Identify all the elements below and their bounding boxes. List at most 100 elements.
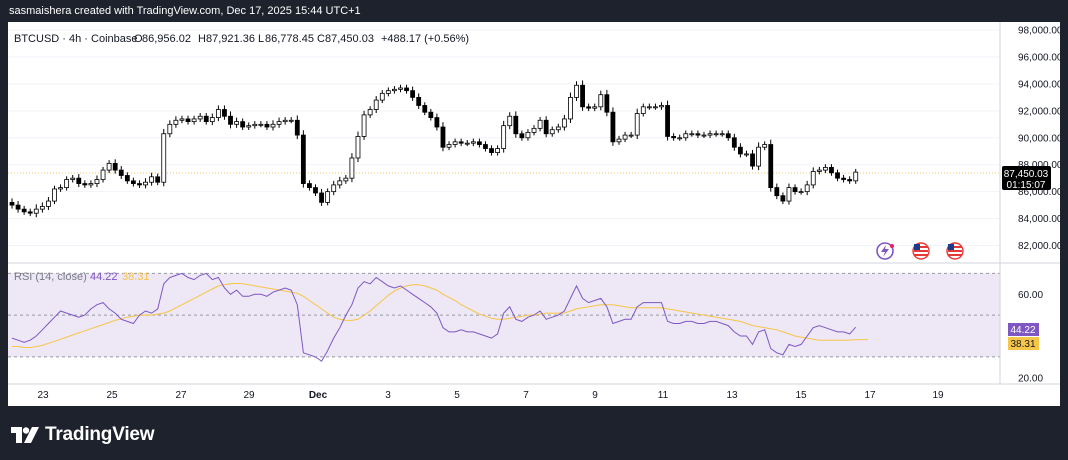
rsi-ma-line	[12, 282, 868, 348]
candle-body	[574, 84, 579, 98]
time-tick-label: 9	[592, 390, 598, 401]
symbol-label[interactable]: BTCUSD · 4h · Coinbase	[14, 33, 138, 45]
candle-body	[300, 134, 306, 184]
candle-body	[179, 118, 185, 121]
rsi-legend: RSI (14, close) 44.22 38.31	[14, 271, 150, 283]
candle-body	[774, 187, 780, 197]
last-price-value: 87,450.03	[1004, 169, 1049, 180]
candle-body	[428, 111, 434, 118]
candle-body	[452, 141, 458, 145]
candle-body	[495, 148, 501, 153]
rsi-ma-legend-value: 38.31	[122, 271, 150, 283]
candle-body	[9, 202, 15, 206]
candle-body	[853, 171, 859, 182]
candle-body	[513, 115, 519, 135]
us-flag-icon[interactable]	[946, 242, 964, 260]
time-axis[interactable]: 23 25 27 29 Dec 3 5 7 9 11 13 15 17 19	[37, 390, 944, 401]
candle-body	[88, 183, 94, 186]
candle-body	[483, 144, 488, 149]
candle-body	[568, 96, 573, 120]
candle-body	[185, 118, 191, 123]
candle-body	[561, 118, 567, 128]
time-tick-label: 5	[454, 390, 460, 401]
candle-body	[671, 136, 677, 139]
candle-body	[725, 133, 731, 139]
candle-body	[646, 106, 652, 109]
last-price-badge: 87,450.03 01:15:07	[1002, 166, 1051, 191]
candle-body	[203, 115, 209, 123]
rsi-badge-text: 44.22	[1010, 325, 1035, 336]
tradingview-brand: TradingView	[45, 424, 155, 445]
price-tick-label: 86,000.00	[1018, 187, 1060, 198]
candle-body	[46, 200, 51, 207]
candle-body	[470, 141, 476, 144]
high-value: 87,921.36	[206, 33, 255, 45]
rsi-ma-badge: 38.31	[1008, 337, 1039, 350]
bar-countdown: 01:15:07	[1007, 180, 1046, 191]
candle-body	[792, 187, 798, 193]
candle-body	[288, 119, 294, 122]
flash-event-icon[interactable]	[876, 242, 894, 260]
candle-body	[246, 125, 252, 128]
rsi-pane: 20.00 60.00	[8, 272, 1043, 384]
us-flag-icon[interactable]	[912, 242, 930, 260]
candle-body	[331, 184, 337, 193]
tradingview-logo-icon	[11, 427, 39, 443]
candle-body	[816, 169, 822, 172]
candle-body	[21, 208, 27, 213]
price-tick-label: 84,000.00	[1018, 214, 1060, 225]
candle-body	[118, 169, 124, 176]
rsi-ma-badge-text: 38.31	[1010, 339, 1035, 350]
candle-body	[586, 106, 592, 109]
candle-body	[240, 121, 246, 128]
open-value: 86,956.02	[142, 33, 191, 45]
time-tick-label: 27	[175, 390, 187, 401]
close-label: C	[317, 33, 325, 45]
attribution-text: sasmaishera created with TradingView.com…	[9, 5, 361, 17]
attribution-bar: sasmaishera created with TradingView.com…	[0, 0, 1068, 22]
chart-area[interactable]: 82,000.00 84,000.00 86,000.00 88,000.00 90,0…	[8, 22, 1063, 406]
time-tick-label: 7	[523, 390, 529, 401]
time-tick-label: Dec	[309, 390, 328, 401]
candle-body	[525, 132, 531, 139]
candle-body	[52, 188, 57, 202]
candle-body	[149, 176, 155, 183]
candle-body	[355, 136, 361, 159]
candle-body	[640, 106, 646, 114]
candle-body	[112, 162, 118, 171]
candle-body	[155, 176, 161, 183]
candle-body	[592, 106, 598, 109]
candle-body	[543, 119, 549, 135]
candle-body	[416, 96, 422, 106]
candle-body	[215, 109, 221, 118]
candles	[9, 80, 859, 218]
time-tick-label: 23	[37, 390, 49, 401]
candle-body	[209, 117, 215, 123]
candle-body	[628, 134, 634, 137]
tradingview-logo[interactable]: TradingView	[11, 424, 155, 446]
rsi-tick-label: 20.00	[1018, 373, 1043, 384]
candle-body	[829, 167, 834, 174]
candle-body	[197, 115, 203, 120]
candle-body	[27, 211, 33, 214]
candle-body	[398, 87, 403, 90]
candle-body	[713, 133, 719, 136]
candle-body	[750, 153, 755, 167]
candle-body	[349, 157, 355, 179]
candle-body	[367, 109, 373, 116]
candle-body	[683, 133, 689, 139]
rsi-legend-value: 44.22	[90, 271, 118, 283]
candle-body	[798, 191, 804, 194]
candle-body	[173, 119, 179, 125]
candle-body	[282, 119, 288, 123]
candle-body	[252, 123, 258, 127]
rsi-label[interactable]: RSI (14, close)	[14, 271, 87, 283]
low-label: L	[258, 33, 264, 45]
candle-body	[161, 133, 167, 183]
chart-canvas[interactable]: 82,000.00 84,000.00 86,000.00 88,000.00 90,0…	[8, 22, 1063, 406]
price-tick-label: 88,000.00	[1018, 160, 1060, 171]
candle-body	[665, 105, 670, 137]
candle-body	[392, 88, 397, 92]
candle-body	[228, 115, 233, 125]
candle-body	[653, 106, 658, 109]
